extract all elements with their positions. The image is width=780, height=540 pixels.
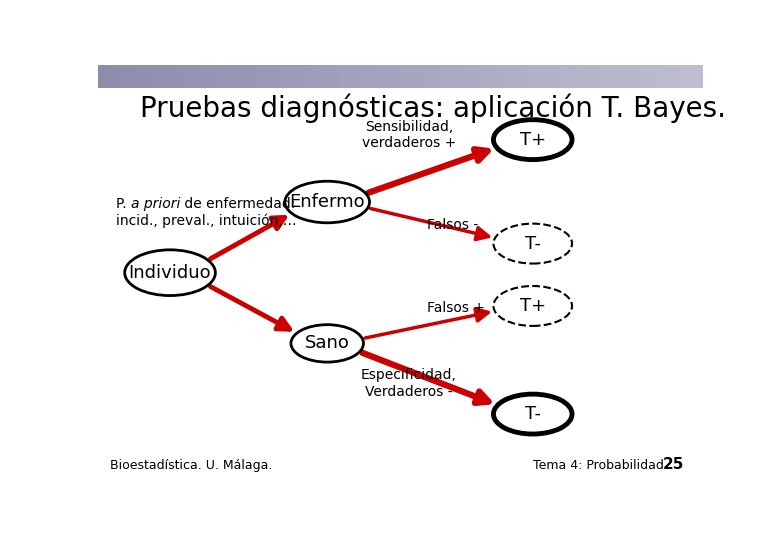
- Bar: [581, 65, 602, 87]
- Bar: [178, 65, 199, 87]
- Bar: [259, 65, 279, 87]
- Ellipse shape: [285, 181, 370, 223]
- Bar: [622, 65, 642, 87]
- Ellipse shape: [494, 120, 572, 160]
- Text: Individuo: Individuo: [129, 264, 211, 282]
- Text: Falsos -: Falsos -: [427, 218, 478, 232]
- Bar: [98, 65, 119, 87]
- Text: Bioestadística. U. Málaga.: Bioestadística. U. Málaga.: [109, 460, 272, 472]
- Bar: [118, 65, 138, 87]
- Bar: [380, 65, 400, 87]
- Bar: [218, 65, 239, 87]
- Text: Sano: Sano: [305, 334, 349, 353]
- Text: Especificidad,
Verdaderos -: Especificidad, Verdaderos -: [361, 368, 457, 399]
- Text: 25: 25: [662, 457, 684, 472]
- Text: Pruebas diagnósticas: aplicación T. Bayes.: Pruebas diagnósticas: aplicación T. Baye…: [140, 94, 726, 124]
- Text: de enfermedad:: de enfermedad:: [180, 197, 296, 211]
- Bar: [480, 65, 501, 87]
- Ellipse shape: [125, 250, 215, 295]
- Text: Sensibilidad,
verdaderos +: Sensibilidad, verdaderos +: [362, 120, 456, 150]
- Bar: [420, 65, 441, 87]
- Ellipse shape: [494, 286, 572, 326]
- Text: P.: P.: [115, 197, 130, 211]
- Bar: [682, 65, 703, 87]
- Bar: [319, 65, 340, 87]
- Bar: [561, 65, 582, 87]
- Ellipse shape: [494, 394, 572, 434]
- Bar: [601, 65, 622, 87]
- Bar: [521, 65, 541, 87]
- Text: a priori: a priori: [130, 197, 180, 211]
- Bar: [501, 65, 521, 87]
- Bar: [460, 65, 481, 87]
- Text: Enfermo: Enfermo: [289, 193, 365, 211]
- Bar: [339, 65, 360, 87]
- Text: T-: T-: [525, 405, 541, 423]
- Text: T+: T+: [519, 297, 546, 315]
- Bar: [360, 65, 380, 87]
- Bar: [198, 65, 219, 87]
- Bar: [440, 65, 461, 87]
- Ellipse shape: [291, 325, 363, 362]
- Bar: [661, 65, 682, 87]
- Text: incid., preval., intuición,…: incid., preval., intuición,…: [115, 213, 296, 228]
- Text: Tema 4: Probabilidad: Tema 4: Probabilidad: [533, 460, 664, 472]
- Text: T-: T-: [525, 234, 541, 253]
- Bar: [541, 65, 562, 87]
- Bar: [138, 65, 158, 87]
- Text: T+: T+: [519, 131, 546, 149]
- Text: Falsos +: Falsos +: [427, 301, 485, 315]
- Bar: [399, 65, 420, 87]
- Bar: [642, 65, 662, 87]
- Bar: [158, 65, 179, 87]
- Bar: [239, 65, 259, 87]
- Bar: [279, 65, 300, 87]
- Ellipse shape: [494, 224, 572, 264]
- Bar: [299, 65, 320, 87]
